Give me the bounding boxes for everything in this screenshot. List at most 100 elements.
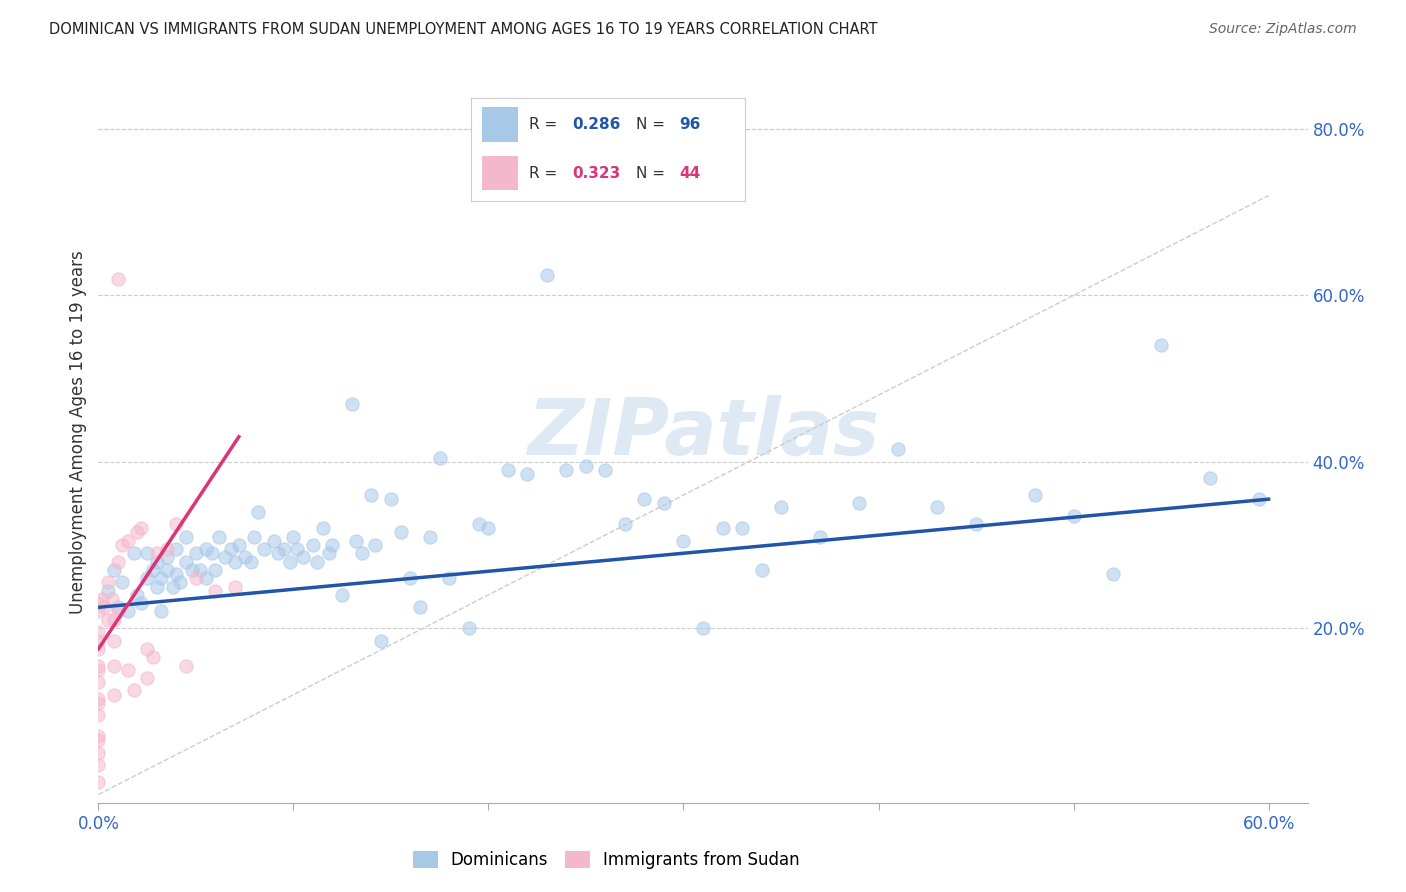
- Point: [93, 600, 115, 615]
- Point: [149, 605, 172, 619]
- Point: [344, 533, 367, 548]
- Point: [146, 546, 169, 560]
- Point: [101, 592, 124, 607]
- Point: [194, 571, 217, 585]
- Point: [273, 542, 295, 557]
- Point: [330, 588, 353, 602]
- Point: [156, 542, 179, 557]
- Point: [672, 533, 695, 548]
- Point: [751, 563, 773, 577]
- Point: [107, 271, 129, 285]
- Point: [87, 663, 110, 677]
- Point: [321, 538, 343, 552]
- Point: [633, 492, 655, 507]
- Point: [200, 546, 222, 560]
- Point: [97, 613, 120, 627]
- Point: [292, 550, 315, 565]
- Point: [174, 658, 197, 673]
- Point: [136, 571, 159, 585]
- Point: [87, 733, 110, 747]
- Point: [312, 521, 335, 535]
- Point: [575, 458, 598, 473]
- Text: R =: R =: [529, 117, 562, 132]
- Point: [146, 580, 169, 594]
- Point: [399, 571, 422, 585]
- Point: [103, 688, 125, 702]
- Point: [181, 563, 204, 577]
- Point: [263, 533, 285, 548]
- Point: [127, 588, 149, 602]
- Point: [409, 600, 432, 615]
- Point: [122, 546, 145, 560]
- Point: [117, 663, 139, 677]
- Point: [350, 546, 373, 560]
- Point: [87, 729, 110, 743]
- Point: [419, 530, 441, 544]
- Point: [184, 546, 207, 560]
- Point: [165, 517, 187, 532]
- Point: [97, 575, 120, 590]
- Point: [340, 396, 363, 410]
- Point: [169, 575, 191, 590]
- Point: [731, 521, 754, 535]
- Point: [142, 650, 165, 665]
- Point: [149, 571, 172, 585]
- Point: [156, 550, 179, 565]
- Text: ZIPatlas: ZIPatlas: [527, 394, 879, 471]
- Legend: Dominicans, Immigrants from Sudan: Dominicans, Immigrants from Sudan: [406, 845, 807, 876]
- Point: [389, 525, 412, 540]
- Point: [1063, 508, 1085, 523]
- Point: [364, 538, 387, 552]
- Point: [360, 488, 382, 502]
- Point: [87, 708, 110, 723]
- Point: [87, 596, 110, 610]
- Text: Source: ZipAtlas.com: Source: ZipAtlas.com: [1209, 22, 1357, 37]
- Point: [536, 268, 558, 282]
- Point: [111, 538, 134, 552]
- Point: [302, 538, 325, 552]
- Point: [87, 775, 110, 789]
- Point: [887, 442, 910, 457]
- Point: [267, 546, 290, 560]
- Point: [208, 530, 231, 544]
- Text: N =: N =: [636, 117, 669, 132]
- Point: [87, 696, 110, 710]
- Text: 44: 44: [679, 166, 700, 180]
- Point: [848, 496, 870, 510]
- Point: [214, 550, 236, 565]
- Point: [87, 625, 110, 640]
- Point: [555, 463, 578, 477]
- Point: [652, 496, 675, 510]
- Point: [595, 463, 617, 477]
- Text: 96: 96: [679, 117, 700, 132]
- Point: [429, 450, 451, 465]
- Point: [131, 596, 153, 610]
- Point: [87, 675, 110, 690]
- FancyBboxPatch shape: [482, 107, 517, 142]
- Point: [103, 633, 125, 648]
- Point: [1247, 492, 1270, 507]
- Point: [253, 542, 276, 557]
- Point: [194, 542, 217, 557]
- Text: 0.323: 0.323: [572, 166, 620, 180]
- Point: [87, 605, 110, 619]
- Point: [87, 658, 110, 673]
- Point: [614, 517, 637, 532]
- Point: [516, 467, 538, 482]
- Point: [87, 691, 110, 706]
- Point: [305, 555, 328, 569]
- Point: [122, 683, 145, 698]
- Point: [233, 550, 256, 565]
- Point: [243, 530, 266, 544]
- Point: [127, 525, 149, 540]
- Point: [247, 505, 270, 519]
- Point: [224, 555, 246, 569]
- Point: [103, 658, 125, 673]
- Point: [808, 530, 831, 544]
- Y-axis label: Unemployment Among Ages 16 to 19 years: Unemployment Among Ages 16 to 19 years: [69, 251, 87, 615]
- Point: [228, 538, 250, 552]
- Point: [692, 621, 714, 635]
- Point: [184, 571, 207, 585]
- Point: [142, 563, 165, 577]
- Point: [439, 571, 461, 585]
